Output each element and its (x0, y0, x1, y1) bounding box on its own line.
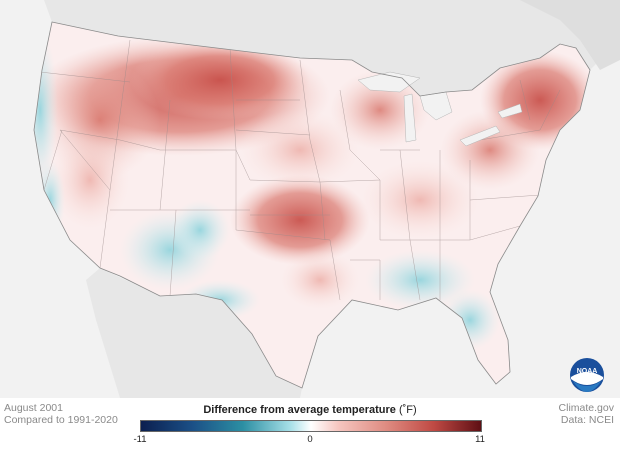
map-footer: August 2001 Compared to 1991-2020 Differ… (0, 398, 620, 450)
legend-mid-label: 0 (307, 434, 313, 445)
legend-unit: (˚F) (398, 404, 417, 416)
legend-title: Difference from average temperature (˚F) (140, 404, 480, 416)
canada-landmass (0, 0, 620, 96)
noaa-logo-text: NOAA (577, 368, 598, 375)
source-data: Data: NCEI (560, 414, 614, 426)
legend-min-label: -11 (133, 434, 147, 445)
period-label: August 2001 (4, 402, 63, 414)
state-boundaries (39, 39, 561, 301)
period-info: August 2001 Compared to 1991-2020 (4, 402, 118, 426)
great-lakes (357, 71, 523, 147)
conus-outline (33, 21, 591, 389)
northeast-canada (520, 0, 620, 70)
baseline-label: Compared to 1991-2020 (4, 414, 118, 426)
legend-title-text: Difference from average temperature (203, 404, 396, 416)
legend-max-label: 11 (475, 434, 485, 445)
noaa-logo-icon: NOAA (570, 358, 604, 392)
temperature-anomaly-map (0, 0, 620, 398)
source-info: Climate.gov Data: NCEI (559, 402, 614, 426)
mexico-landmass (86, 268, 302, 398)
source-site: Climate.gov (558, 402, 614, 414)
legend-color-bar (140, 420, 482, 432)
